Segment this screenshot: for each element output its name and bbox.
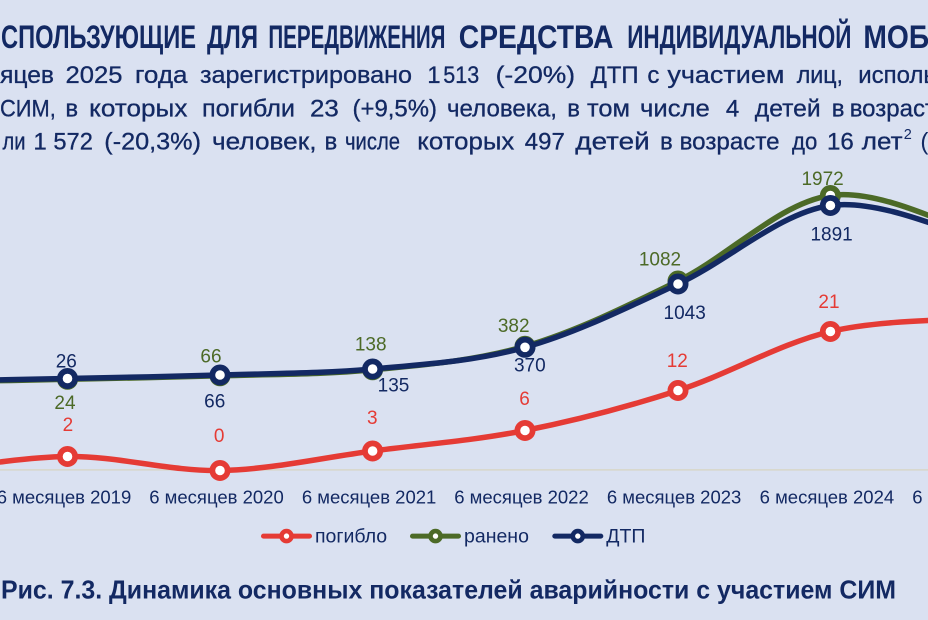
svg-text:(-20,3%): (-20,3%)	[104, 129, 201, 156]
svg-text:6 месяцев 2023: 6 месяцев 2023	[607, 487, 742, 508]
svg-text:0: 0	[214, 426, 225, 447]
svg-text:использующих: использующих	[858, 62, 928, 89]
svg-text:66: 66	[200, 347, 221, 368]
svg-text:497: 497	[525, 129, 565, 156]
svg-text:1043: 1043	[664, 303, 706, 324]
svg-text:ранено: ранено	[464, 525, 529, 547]
svg-text:23: 23	[310, 96, 339, 123]
svg-text:в: в	[567, 96, 580, 123]
svg-text:числе: числе	[640, 96, 710, 123]
svg-text:6: 6	[519, 389, 530, 410]
svg-text:МОБИ: МОБИ	[863, 19, 928, 55]
svg-text:в: в	[832, 96, 845, 123]
svg-text:ли: ли	[3, 129, 26, 156]
svg-text:1972: 1972	[801, 169, 843, 190]
svg-text:зарегистрировано: зарегистрировано	[200, 62, 412, 89]
svg-text:которых: которых	[417, 129, 514, 156]
svg-text:513: 513	[443, 62, 479, 89]
svg-text:числе: числе	[345, 129, 400, 156]
svg-text:ДЛЯ: ДЛЯ	[207, 19, 258, 55]
svg-text:детей: детей	[755, 96, 821, 123]
svg-text:(-20%): (-20%)	[496, 62, 575, 89]
svg-text:СИМ,: СИМ,	[0, 96, 56, 123]
svg-text:370: 370	[514, 356, 546, 377]
svg-text:ДТП: ДТП	[606, 525, 645, 547]
svg-text:которых: которых	[89, 96, 187, 123]
svg-text:детей: детей	[575, 129, 649, 156]
svg-text:12: 12	[667, 351, 688, 372]
svg-text:1082: 1082	[639, 250, 681, 271]
svg-text:2: 2	[904, 127, 912, 143]
svg-text:4: 4	[726, 96, 739, 123]
svg-text:6 месяцев 2025: 6 месяцев 2025	[912, 487, 928, 508]
svg-text:6 месяцев 2022: 6 месяцев 2022	[454, 487, 589, 508]
svg-text:1: 1	[33, 129, 46, 156]
svg-text:3: 3	[367, 408, 378, 429]
svg-text:2025: 2025	[66, 62, 123, 89]
svg-text:1: 1	[427, 62, 440, 89]
svg-text:6 месяцев 2020: 6 месяцев 2020	[149, 487, 284, 508]
svg-text:26: 26	[56, 352, 77, 373]
svg-text:СПОЛЬЗУЮЩИЕ: СПОЛЬЗУЮЩИЕ	[1, 19, 196, 55]
svg-text:2: 2	[63, 415, 74, 436]
svg-text:погибло: погибло	[315, 525, 387, 547]
svg-text:с: с	[647, 62, 659, 89]
svg-text:(: (	[920, 129, 928, 156]
svg-text:6 месяцев 2019: 6 месяцев 2019	[0, 487, 131, 508]
svg-text:в: в	[65, 96, 78, 123]
svg-text:135: 135	[378, 376, 410, 397]
svg-text:(+9,5%): (+9,5%)	[353, 96, 438, 123]
svg-text:в: в	[325, 129, 338, 156]
svg-text:572: 572	[53, 129, 93, 156]
svg-text:возрасте: возрасте	[850, 96, 928, 123]
svg-text:СРЕДСТВА: СРЕДСТВА	[459, 19, 614, 55]
svg-text:24: 24	[54, 393, 76, 414]
svg-text:человек,: человек,	[212, 129, 317, 156]
svg-text:21: 21	[818, 292, 839, 313]
svg-text:1891: 1891	[810, 224, 852, 245]
svg-text:том: том	[587, 96, 630, 123]
svg-text:до: до	[792, 129, 817, 156]
svg-text:6 месяцев 2021: 6 месяцев 2021	[302, 487, 437, 508]
svg-text:погибли: погибли	[202, 96, 295, 123]
svg-text:года: года	[135, 62, 188, 89]
svg-text:человека,: человека,	[447, 96, 557, 123]
svg-text:138: 138	[355, 335, 387, 356]
svg-text:ПЕРЕДВИЖЕНИЯ: ПЕРЕДВИЖЕНИЯ	[268, 19, 445, 55]
svg-text:ИНДИВИДУАЛЬНОЙ: ИНДИВИДУАЛЬНОЙ	[627, 19, 851, 55]
svg-text:382: 382	[498, 316, 530, 337]
svg-text:участием: участием	[667, 62, 784, 89]
svg-text:Рис. 7.3. Динамика основных по: Рис. 7.3. Динамика основных показателей …	[1, 575, 896, 605]
svg-text:66: 66	[204, 392, 225, 413]
svg-text:6 месяцев 2024: 6 месяцев 2024	[760, 487, 895, 508]
svg-text:ДТП: ДТП	[591, 62, 639, 89]
svg-text:16: 16	[827, 129, 854, 156]
svg-text:в: в	[660, 129, 673, 156]
svg-text:возрасте: возрасте	[680, 129, 780, 156]
svg-text:яцев: яцев	[0, 62, 54, 89]
svg-text:лет: лет	[862, 129, 903, 156]
svg-text:лиц,: лиц,	[797, 62, 843, 89]
